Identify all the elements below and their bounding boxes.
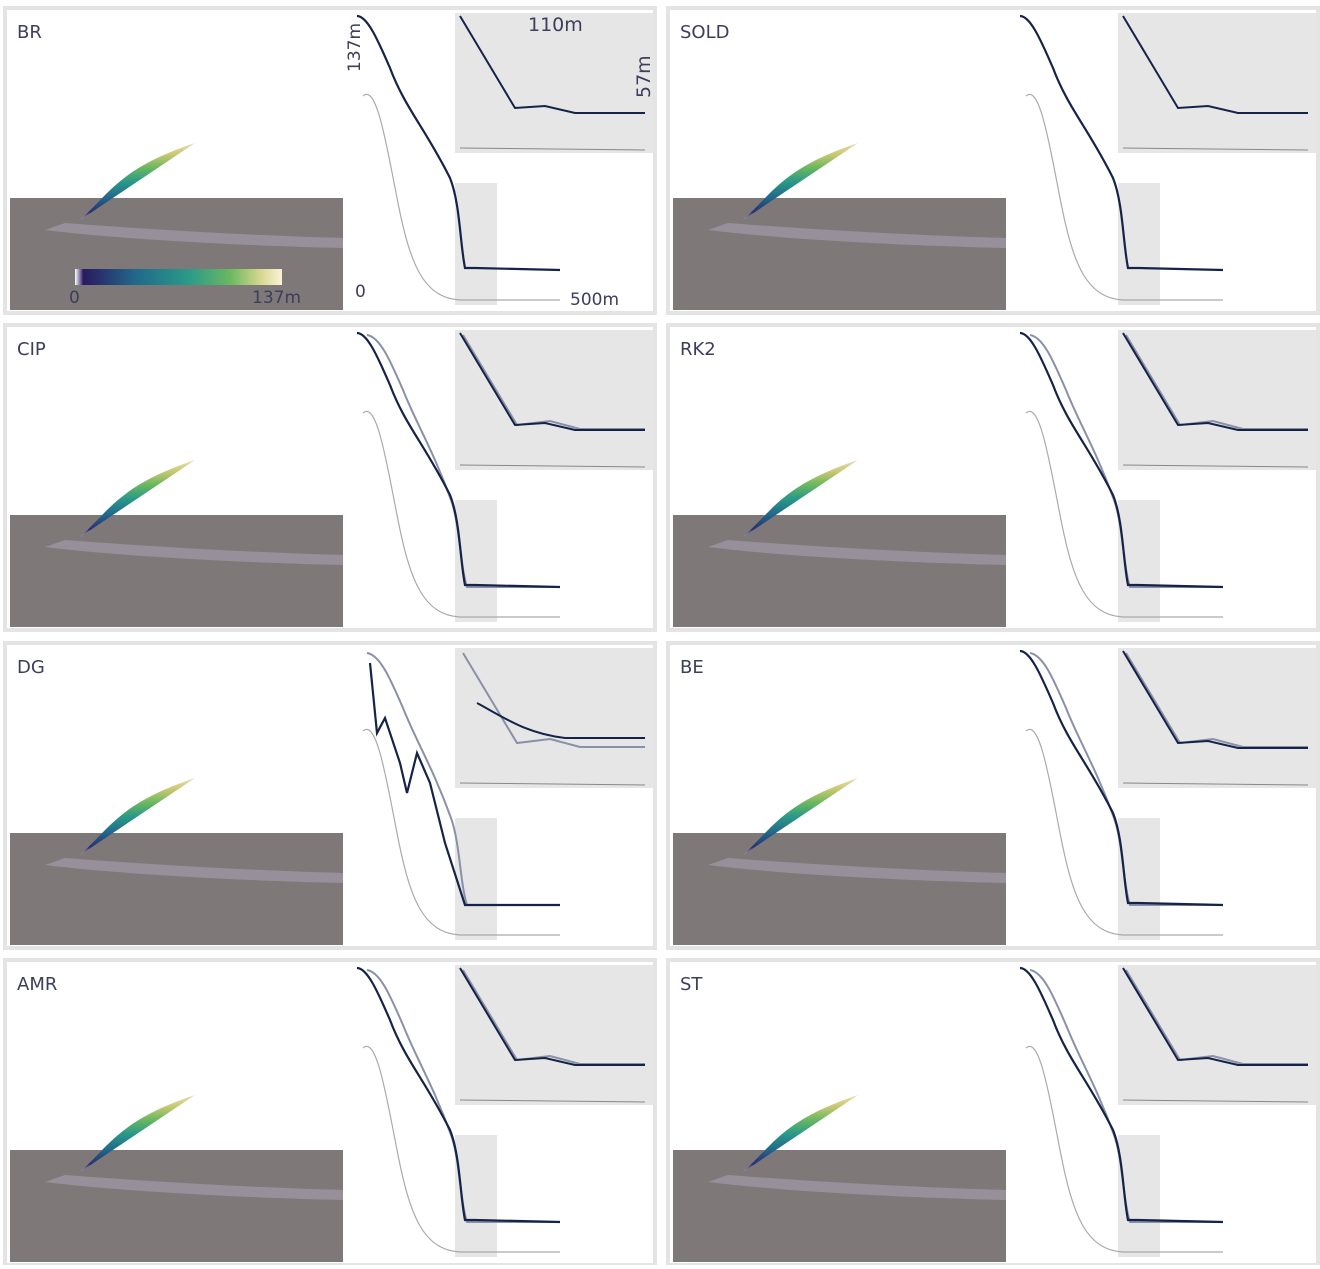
axis-height: 137m xyxy=(345,23,365,72)
panel: DG xyxy=(3,641,657,950)
colorbar-min: 0 xyxy=(69,288,80,308)
inset-profile xyxy=(459,967,645,1066)
panel-label: ST xyxy=(680,974,703,995)
ground xyxy=(673,198,1006,310)
inset-profile xyxy=(459,332,645,431)
inset-initial xyxy=(1122,1099,1309,1103)
initial-profile xyxy=(362,93,560,301)
initial-profile xyxy=(362,728,560,936)
ground-shadow xyxy=(45,223,343,248)
axis-origin: 0 xyxy=(355,282,366,302)
inset-box xyxy=(455,330,653,470)
terrain-mound xyxy=(743,1095,858,1172)
ground-shadow xyxy=(45,540,343,565)
panel-label: CIP xyxy=(17,339,46,360)
panel-label: AMR xyxy=(17,974,57,995)
profile xyxy=(1019,966,1224,1224)
terrain-mound xyxy=(80,143,195,220)
initial-profile xyxy=(1025,93,1223,301)
reference-profile xyxy=(366,652,560,906)
panel: SOLD xyxy=(666,6,1320,315)
inset-profile xyxy=(476,702,645,739)
colorbar-max: 137m xyxy=(252,288,301,308)
inset-box xyxy=(455,13,653,153)
inset-box xyxy=(1118,965,1316,1105)
panel-label: BR xyxy=(17,22,42,43)
inset-profile xyxy=(1122,332,1308,431)
ground xyxy=(10,515,343,627)
ground xyxy=(673,833,1006,945)
terrain-mound xyxy=(743,778,858,855)
panel-label: RK2 xyxy=(680,339,716,360)
ground xyxy=(673,515,1006,627)
inset-box xyxy=(455,965,653,1105)
terrain-mound xyxy=(743,460,858,537)
panel: AMR xyxy=(3,958,657,1267)
inset-box xyxy=(1118,13,1316,153)
inset-initial xyxy=(1122,147,1309,151)
terrain-mound xyxy=(80,460,195,537)
inset-profile xyxy=(1122,15,1308,114)
inset-profile xyxy=(1122,967,1308,1066)
profile xyxy=(356,331,561,589)
inset-box xyxy=(1118,330,1316,470)
initial-profile xyxy=(362,1045,560,1253)
ground-shadow xyxy=(708,1175,1006,1200)
inset-height: 57m xyxy=(633,55,655,98)
ground-shadow xyxy=(708,223,1006,248)
panel-label: DG xyxy=(17,657,45,678)
ground xyxy=(10,1150,343,1262)
inset-reference xyxy=(462,652,645,748)
panel: BR 0 137m 137m 0 500m 110m 57m xyxy=(3,6,657,315)
terrain-mound xyxy=(80,778,195,855)
inset-initial xyxy=(459,147,646,151)
inset-initial xyxy=(459,1099,646,1103)
panel: BE xyxy=(666,641,1320,950)
ground xyxy=(10,833,343,945)
colorbar xyxy=(75,269,282,285)
profile xyxy=(1019,649,1224,907)
panel: CIP xyxy=(3,323,657,632)
ground xyxy=(10,198,343,310)
initial-profile xyxy=(1025,1045,1223,1253)
inset-box xyxy=(1118,648,1316,788)
ground xyxy=(673,1150,1006,1262)
inset-profile xyxy=(1122,650,1308,749)
ground-shadow xyxy=(45,858,343,883)
profile xyxy=(1019,331,1224,589)
initial-profile xyxy=(1025,728,1223,936)
ground-shadow xyxy=(708,540,1006,565)
inset-initial xyxy=(1122,782,1309,786)
inset-box xyxy=(455,648,653,788)
panel: RK2 xyxy=(666,323,1320,632)
terrain-mound xyxy=(743,143,858,220)
panel: ST xyxy=(666,958,1320,1267)
profile xyxy=(356,14,561,272)
panel-label: SOLD xyxy=(680,22,729,43)
profile xyxy=(368,662,560,907)
inset-width: 110m xyxy=(528,14,583,36)
inset-initial xyxy=(459,464,646,468)
profile xyxy=(1019,14,1224,272)
ground-shadow xyxy=(708,858,1006,883)
ground-shadow xyxy=(45,1175,343,1200)
profile xyxy=(356,966,561,1224)
inset-initial xyxy=(459,782,646,786)
inset-initial xyxy=(1122,464,1309,468)
initial-profile xyxy=(362,410,560,618)
terrain-mound xyxy=(80,1095,195,1172)
inset-profile xyxy=(459,15,645,114)
initial-profile xyxy=(1025,410,1223,618)
axis-length: 500m xyxy=(570,290,619,310)
panel-label: BE xyxy=(680,657,704,678)
